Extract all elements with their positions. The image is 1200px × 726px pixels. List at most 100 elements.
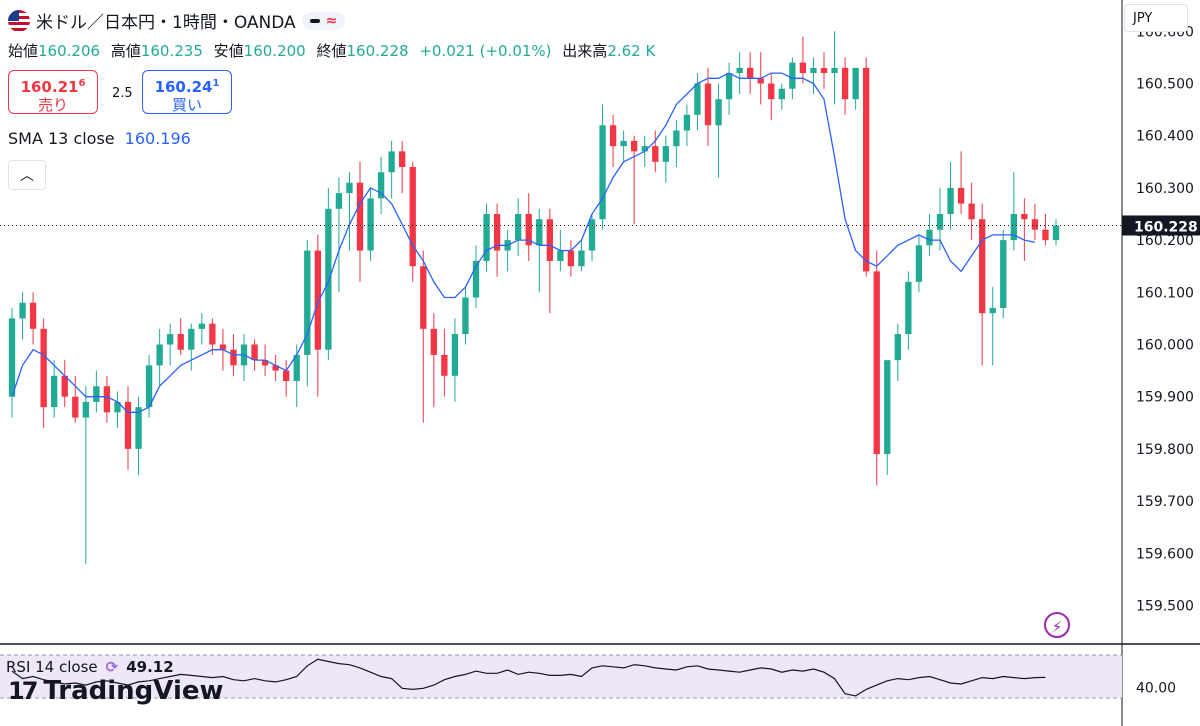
candle-body	[304, 250, 311, 355]
last-price-label-bg	[1122, 215, 1200, 236]
candle-body	[989, 307, 996, 314]
candle-body	[599, 125, 606, 220]
candle-body	[799, 62, 807, 74]
buy-price: 160.241	[154, 78, 220, 96]
minus-icon	[309, 18, 320, 23]
low-label: 安値	[213, 42, 244, 60]
candle-body	[789, 62, 796, 89]
candle-body	[852, 67, 859, 100]
candle-body	[831, 67, 838, 74]
candle-body	[272, 365, 279, 371]
y-tick-label: 160.500	[1136, 77, 1194, 93]
candle-body	[399, 151, 406, 168]
last-price-label: 160.228	[1134, 219, 1198, 235]
candle-body	[673, 130, 680, 147]
candle-body	[293, 354, 300, 382]
tradingview-logo[interactable]: 17 TradingView	[8, 676, 224, 706]
y-tick-label: 160.000	[1136, 337, 1194, 353]
candle-body	[462, 297, 469, 335]
candle-body	[546, 219, 553, 261]
candle-body	[29, 302, 37, 329]
sell-price: 160.216	[20, 78, 86, 96]
sell-label: 売り	[37, 96, 68, 114]
y-tick-label: 159.600	[1136, 546, 1194, 562]
rsi-value: 49.12	[126, 658, 174, 676]
candle-body	[979, 219, 986, 314]
rsi-label: RSI 14 close	[6, 658, 98, 676]
rsi-axis-label: 40.00	[1136, 680, 1176, 696]
candle-body	[567, 250, 575, 267]
rsi-legend[interactable]: RSI 14 close ⟳ 49.12	[6, 658, 174, 676]
candle-body	[810, 67, 817, 74]
candle-body	[314, 250, 321, 350]
candle-body	[177, 334, 184, 350]
candle-body	[451, 334, 459, 376]
candle-body	[905, 281, 912, 335]
candle-body	[652, 146, 659, 162]
candle-body	[82, 401, 89, 418]
tradingview-mark-icon: 17	[8, 677, 38, 705]
candle-body	[188, 328, 195, 350]
candle-body	[515, 214, 522, 241]
collapse-legend-button[interactable]: ︿	[8, 160, 46, 190]
candle-body	[230, 349, 237, 366]
candle-body	[1042, 229, 1049, 241]
candle-body	[757, 78, 764, 84]
candle-body	[388, 151, 395, 173]
candle-body	[209, 323, 216, 345]
y-tick-label: 159.800	[1136, 442, 1194, 458]
candle-body	[335, 193, 343, 209]
candle-body	[841, 67, 849, 100]
candle-body	[325, 208, 332, 350]
candle-body	[641, 146, 648, 152]
candle-body	[493, 214, 501, 251]
open-value: 160.206	[38, 42, 101, 60]
candle-body	[662, 146, 669, 162]
rsi-line	[11, 658, 1046, 697]
sma-legend[interactable]: SMA 13 close 160.196	[8, 129, 191, 148]
buy-button[interactable]: 160.241 買い	[142, 70, 232, 114]
candle-body	[915, 245, 923, 282]
candle-body	[884, 360, 891, 455]
candle-body	[1000, 240, 1007, 308]
candle-body	[968, 203, 975, 220]
currency-selector[interactable]: JPY	[1124, 4, 1188, 32]
data-status-pill[interactable]: ≈	[301, 11, 346, 30]
candle-body	[167, 334, 174, 345]
sync-icon[interactable]: ⟳	[105, 658, 119, 676]
candle-body	[367, 198, 374, 251]
y-tick-label: 160.100	[1136, 285, 1194, 301]
candle-body	[704, 83, 712, 126]
change-value: +0.021 (+0.01%)	[419, 42, 552, 60]
symbol-title[interactable]: 米ドル／日本円・1時間・OANDA	[36, 13, 296, 33]
candle-body	[957, 187, 965, 204]
candle-body	[156, 344, 163, 366]
candle-body	[736, 67, 743, 74]
low-value: 160.200	[243, 42, 306, 60]
logo-text: TradingView	[43, 676, 224, 706]
candle-body	[1010, 214, 1017, 241]
candle-body	[863, 67, 870, 272]
candle-body	[61, 375, 68, 397]
candle-body	[483, 214, 490, 261]
candle-body	[377, 172, 385, 199]
buy-label: 買い	[171, 96, 202, 114]
rsi-band	[0, 655, 1122, 698]
candle-body	[557, 250, 564, 261]
volume-value: 2.62 K	[607, 42, 656, 60]
us-japan-flag-icon	[8, 9, 30, 32]
candle-body	[778, 88, 785, 100]
candle-body	[1052, 225, 1060, 241]
candle-body	[430, 328, 437, 355]
candle-body	[578, 250, 585, 267]
candle-body	[114, 401, 121, 413]
candle-body	[198, 323, 205, 329]
candle-body	[124, 401, 132, 449]
close-label: 終値	[316, 42, 347, 60]
high-label: 高値	[110, 42, 141, 60]
y-tick-label: 160.400	[1136, 129, 1194, 145]
candle-body	[72, 396, 79, 418]
lightning-icon[interactable]: ⚡	[1044, 612, 1070, 638]
sell-button[interactable]: 160.216 売り	[8, 70, 98, 114]
